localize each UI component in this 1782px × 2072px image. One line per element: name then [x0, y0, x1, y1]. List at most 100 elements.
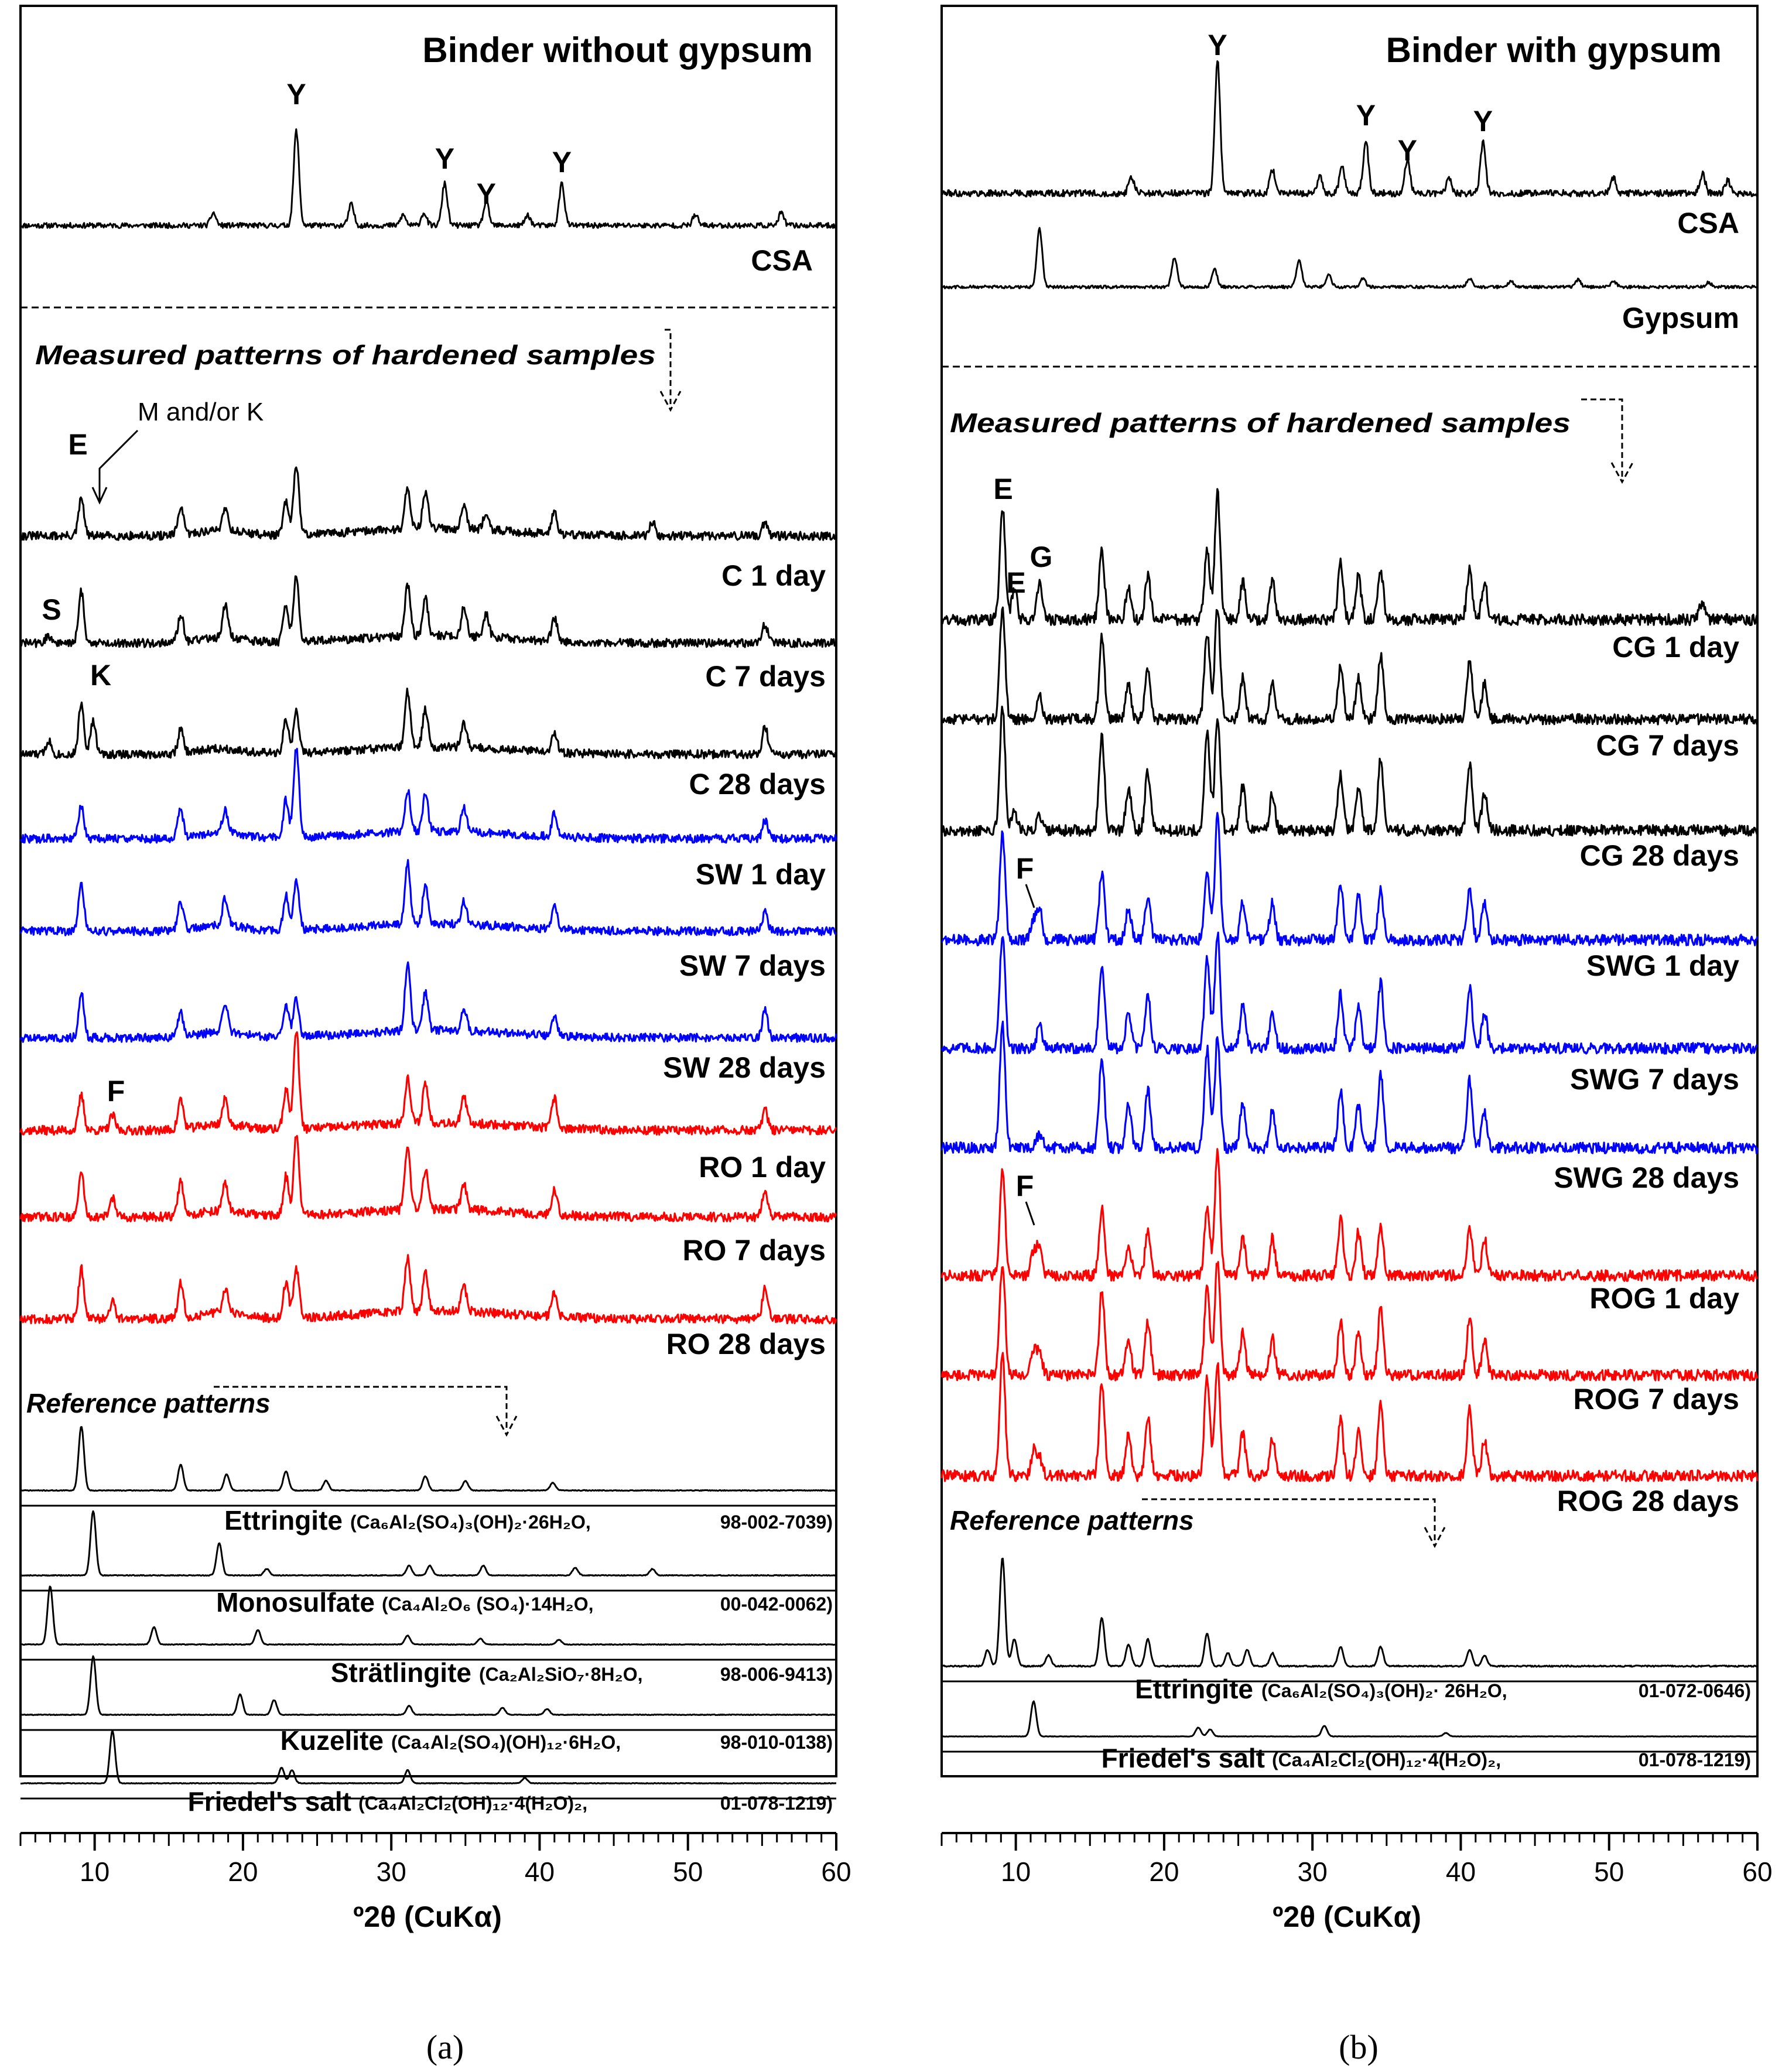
panel-a-x-tick-label: 40 [525, 1856, 555, 1887]
chart-traces: 10 20 30 40 50 60 10 20 30 40 50 60 [19, 60, 1773, 1887]
panel-a-ref-pdf-stratlingite: 98-006-9413) [720, 1664, 833, 1685]
panel-b-ref-trace-1 [941, 1557, 1758, 1668]
panel-b-trace-cg-28-days [941, 705, 1759, 837]
panel-a-ref-trace-3 [20, 1585, 837, 1646]
panel-b-peak-e1: E [993, 473, 1013, 505]
panel-b-trace-swg-7-days [940, 931, 1759, 1055]
panel-a-trace-c-1-day [19, 466, 837, 541]
panel-b-y-label-4: Y [1473, 105, 1493, 138]
panel-a-curve-label-sw1: SW 1 day [696, 858, 826, 891]
panel-a-ref-trace-2 [20, 1510, 837, 1577]
panel-b-x-tick-label: 10 [1001, 1856, 1031, 1887]
panel-b-x-tick-label: 40 [1446, 1856, 1476, 1887]
panel-b-peak-f1: F [1016, 852, 1034, 885]
panel-b-reference-arrow [1142, 1498, 1446, 1548]
panel-a-x-axis-title: º2θ (CuKα) [353, 1900, 502, 1933]
panel-b-measured-arrow [1581, 398, 1634, 484]
panel-b-x-tick-label: 60 [1742, 1856, 1772, 1887]
panel-a-y-label-3: Y [477, 177, 496, 210]
panel-a-curve-label-c28: C 28 days [689, 768, 826, 801]
panel-a-ref-name-monosulfate: Monosulfate [216, 1587, 375, 1618]
panel-a-reference-arrow [214, 1386, 518, 1437]
panel-b-ref-name-friedel: Friedel's salt [1102, 1743, 1265, 1773]
panel-a-ref-pdf-kuzelite: 98-010-0138) [720, 1732, 833, 1753]
panel-a-trace-ro-28-days [19, 1254, 837, 1325]
panel-a-ref-trace-1 [20, 1426, 837, 1492]
panel-b-measured-heading: Measured patterns of hardened samples [950, 408, 1571, 438]
panel-a-ref-name-ettringite: Ettringite [224, 1505, 343, 1536]
panel-a-curve-label-ro1: RO 1 day [699, 1151, 826, 1184]
panel-a-ref-trace-5 [20, 1730, 837, 1784]
panel-b-curve-label-rog7: ROG 7 days [1574, 1383, 1739, 1415]
panel-a-peak-s: S [42, 593, 61, 626]
panel-b-caption: (b) [1339, 2028, 1379, 2066]
panel-b-curve-label-cg7: CG 7 days [1596, 729, 1739, 762]
panel-a-trace-sw-1-day [19, 747, 837, 844]
panel-b-trace-rog-7-days [940, 1261, 1759, 1382]
panel-b-curve-label-swg28: SWG 28 days [1554, 1161, 1739, 1194]
panel-b-peak-f1-leader [1025, 884, 1035, 908]
panel-a-trace-sw-7-days [19, 859, 837, 936]
panel-a-trace-csa [20, 128, 837, 229]
panel-b-trace-swg-28-days [940, 1020, 1759, 1155]
panel-b-curve-label-cg1: CG 1 day [1612, 631, 1739, 664]
panel-a-ref-pdf-ettringite: 98-002-7039) [720, 1512, 833, 1533]
panel-a-x-tick-label: 30 [377, 1856, 406, 1887]
panel-a-y-label-1: Y [286, 78, 306, 111]
panel-b-x-axis-title: º2θ (CuKα) [1273, 1900, 1421, 1933]
panel-a-x-tick-label: 20 [228, 1856, 258, 1887]
panel-a-csa-label: CSA [751, 244, 813, 277]
panel-a-ref-name-friedel: Friedel's salt [188, 1786, 351, 1817]
panel-a-frame [19, 5, 837, 1777]
panel-b-trace-cg-7-days [941, 606, 1759, 726]
panel-a-reference-heading: Reference patterns [26, 1388, 271, 1418]
panel-b-trace-cg-1-day [940, 488, 1759, 627]
panel-b-peak-f2: F [1016, 1170, 1034, 1202]
panel-b-ref-pdf-friedel: 01-078-1219) [1639, 1749, 1751, 1770]
panel-b-ref-trace-2 [941, 1700, 1758, 1738]
panel-b-trace-swg-1-day [940, 812, 1759, 947]
panel-a-ref-formula-kuzelite: (Ca₄Al₂(SO₄)(OH)₁₂·6H₂O, [391, 1732, 621, 1753]
panel-b-peak-f2-leader [1025, 1201, 1035, 1226]
panel-b-title: Binder with gypsum [1386, 30, 1722, 70]
panel-a-peak-m-and-or-k: M and/or K [138, 398, 264, 426]
panel-a-ref-formula-friedel: (Ca₄Al₂Cl₂(OH)₁₂·4(H₂O)₂, [358, 1793, 587, 1814]
panel-a-ref-name-stratlingite: Strätlingite [331, 1657, 471, 1688]
panel-a-peak-e: E [68, 428, 87, 461]
panel-b-gypsum-label: Gypsum [1622, 302, 1739, 334]
panel-a-trace-c-28-days [20, 688, 837, 760]
panel-b-trace-gypsum [941, 227, 1758, 289]
panel-b-y-label-1: Y [1208, 29, 1227, 61]
panel-a-x-tick-label: 60 [821, 1856, 851, 1887]
panel-b-x-tick-label: 20 [1149, 1856, 1179, 1887]
panel-b-trace-csa [941, 60, 1759, 198]
panel-b-ref-pdf-ettringite: 01-072-0646) [1639, 1680, 1751, 1701]
panel-a-trace-c-7-days [20, 575, 837, 648]
panel-a-peak-f: F [107, 1075, 125, 1107]
panel-a-curve-label-c7: C 7 days [705, 660, 826, 693]
panel-a-peak-k: K [90, 659, 111, 692]
panel-a-mk-arrow [91, 429, 139, 505]
panel-a-x-tick-label: 10 [80, 1856, 110, 1887]
panel-a-measured-arrow [659, 329, 682, 412]
panel-a-trace-sw-28-days [19, 961, 837, 1043]
panel-a-curve-label-ro7: RO 7 days [682, 1234, 826, 1267]
panel-a-caption: (a) [426, 2028, 464, 2066]
panel-b-curve-label-rog28: ROG 28 days [1557, 1485, 1739, 1517]
panel-a-trace-ro-1-day [19, 1031, 837, 1136]
panel-b-curve-label-swg7: SWG 7 days [1570, 1063, 1739, 1096]
panel-a-ref-pdf-friedel: 01-078-1219) [720, 1793, 833, 1814]
panel-a: Binder without gypsum CSA Y Y Y Y Measur… [19, 5, 837, 2066]
panel-a-ref-formula-monosulfate: (Ca₄Al₂O₆ (SO₄)·14H₂O, [382, 1594, 594, 1615]
panel-a-y-label-4: Y [552, 146, 572, 179]
panel-b-curve-label-swg1: SWG 1 day [1586, 949, 1739, 982]
panel-a-curve-label-sw7: SW 7 days [679, 949, 826, 982]
panel-b-csa-label: CSA [1677, 207, 1739, 240]
panel-b-curve-label-rog1: ROG 1 day [1589, 1282, 1739, 1315]
panel-b-peak-g: G [1030, 541, 1053, 573]
panel-b-ref-name-ettringite: Ettringite [1135, 1674, 1253, 1704]
panel-a-curve-label-sw28: SW 28 days [663, 1051, 826, 1084]
panel-a-ref-pdf-monosulfate: 00-042-0062) [720, 1594, 833, 1615]
panel-b: Binder with gypsum CSA Gypsum Y Y Y Y Me… [940, 5, 1759, 2066]
